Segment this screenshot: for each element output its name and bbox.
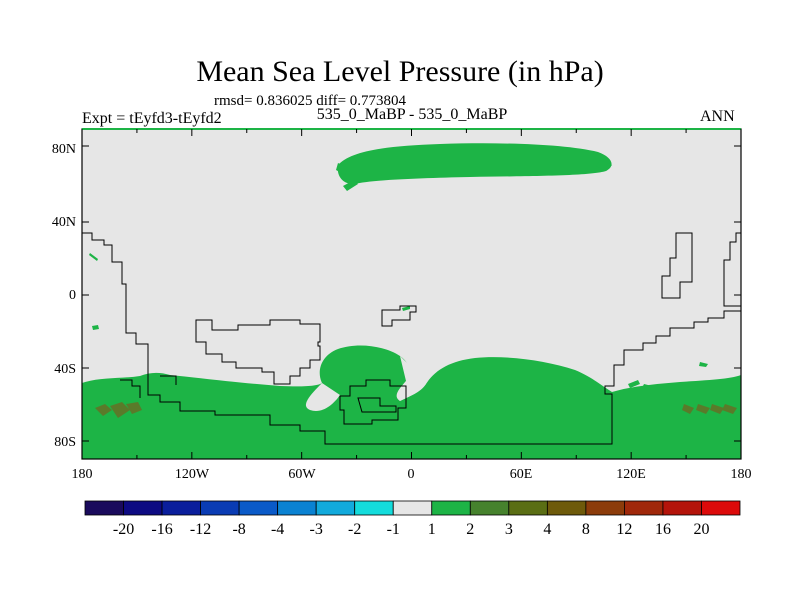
- colorbar-level-label: -1: [387, 521, 400, 538]
- anomaly-speck: [89, 253, 98, 261]
- colorbar-box: [277, 500, 317, 516]
- neutral-intrusion: [397, 356, 426, 401]
- colorbar-box: [662, 500, 702, 516]
- coastline-inner-detail: [160, 375, 177, 385]
- experiment-label: Expt = tEyfd3-tEyfd2: [82, 110, 222, 127]
- colorbar-level-label: -2: [348, 521, 361, 538]
- coastline-inner-detail: [120, 379, 141, 398]
- y-tick-label: 40S: [54, 362, 76, 377]
- coastline-north-island: [381, 305, 417, 327]
- x-tick-label: 0: [408, 467, 415, 480]
- colorbar-box: [508, 500, 548, 516]
- colorbar-box: [354, 500, 394, 516]
- colorbar: -20 -16 -12 -8 -4 -3 -2 -1 1 2 3 4 8 12 16 20: [84, 500, 741, 538]
- y-tick-label: 0: [69, 288, 76, 303]
- colorbar-level-label: -16: [151, 521, 172, 538]
- colorbar-level-label: -20: [113, 521, 134, 538]
- arctic-anomaly-patch: [336, 163, 348, 175]
- colorbar-level-label: 3: [505, 521, 513, 538]
- map-plot: 80N 40N 0 40S 80S 180 120W 60W 0 60E 120…: [52, 128, 752, 480]
- colorbar-level-label: -4: [271, 521, 284, 538]
- colorbar-level-label: 20: [693, 521, 709, 538]
- season-label: ANN: [700, 108, 735, 125]
- arctic-anomaly-patch: [596, 160, 612, 171]
- coastline-west: [82, 232, 741, 445]
- continent-outlines: [82, 232, 741, 445]
- coastline-east: [723, 232, 741, 307]
- colorbar-box: [123, 500, 163, 516]
- colorbar-box: [624, 500, 664, 516]
- neutral-intrusion: [305, 383, 340, 411]
- x-tick-label: 180: [72, 467, 93, 480]
- colorbar-level-label: -12: [190, 521, 211, 538]
- anomaly-speck: [628, 380, 640, 388]
- colorbar-box: [546, 500, 587, 516]
- colorbar-level-label: 4: [543, 521, 551, 538]
- chart-title: Mean Sea Level Pressure (in hPa): [196, 55, 604, 88]
- stats-label: rmsd= 0.836025 diff= 0.773804: [214, 93, 407, 109]
- colorbar-boxes: [84, 500, 741, 516]
- colorbar-level-label: -3: [310, 521, 323, 538]
- colorbar-box: [315, 500, 356, 516]
- colorbar-box: [701, 500, 741, 516]
- colorbar-box: [585, 500, 625, 516]
- anomaly-speck: [642, 384, 652, 390]
- colorbar-level-label: 1: [428, 521, 436, 538]
- colorbar-level-label: 8: [582, 521, 590, 538]
- colorbar-labels: -20 -16 -12 -8 -4 -3 -2 -1 1 2 3 4 8 12 16 20: [113, 521, 710, 538]
- y-tick-label: 80S: [54, 435, 76, 450]
- positive-anomaly-regions: [82, 143, 741, 459]
- x-tick-label: 60W: [288, 467, 316, 480]
- colorbar-box: [469, 500, 510, 516]
- southern-anomaly-region: [82, 345, 741, 459]
- coastline-center-landmass: [195, 319, 321, 385]
- x-tick-label: 60E: [510, 467, 533, 480]
- colorbar-box: [84, 500, 124, 516]
- colorbar-box: [431, 500, 471, 516]
- arctic-anomaly-patch: [343, 180, 358, 191]
- coastline-south-island-inner: [357, 397, 397, 413]
- colorbar-level-label: 2: [466, 521, 474, 538]
- arctic-anomaly-region: [337, 143, 612, 185]
- colorbar-level-label: 16: [655, 521, 671, 538]
- x-tick-label: 120E: [616, 467, 646, 480]
- anomaly-2to3-flecks: [95, 402, 737, 418]
- coastline-east-island: [661, 232, 693, 299]
- period-label: 535_0_MaBP - 535_0_MaBP: [316, 106, 508, 123]
- x-tick-label: 120W: [175, 467, 210, 480]
- colorbar-level-label: 12: [616, 521, 632, 538]
- anomaly-speck: [402, 306, 410, 311]
- axis-ticks: [81, 129, 742, 459]
- y-tick-label: 40N: [52, 215, 76, 230]
- colorbar-box: [161, 500, 201, 516]
- colorbar-box: [238, 500, 279, 516]
- colorbar-box: [392, 500, 433, 516]
- colorbar-level-label: -8: [232, 521, 245, 538]
- colorbar-box: [200, 500, 240, 516]
- x-tick-label: 180: [731, 467, 752, 480]
- y-tick-label: 80N: [52, 142, 76, 157]
- anomaly-speck: [699, 362, 708, 367]
- anomaly-speck: [92, 325, 99, 330]
- coastline-south-island: [339, 379, 407, 425]
